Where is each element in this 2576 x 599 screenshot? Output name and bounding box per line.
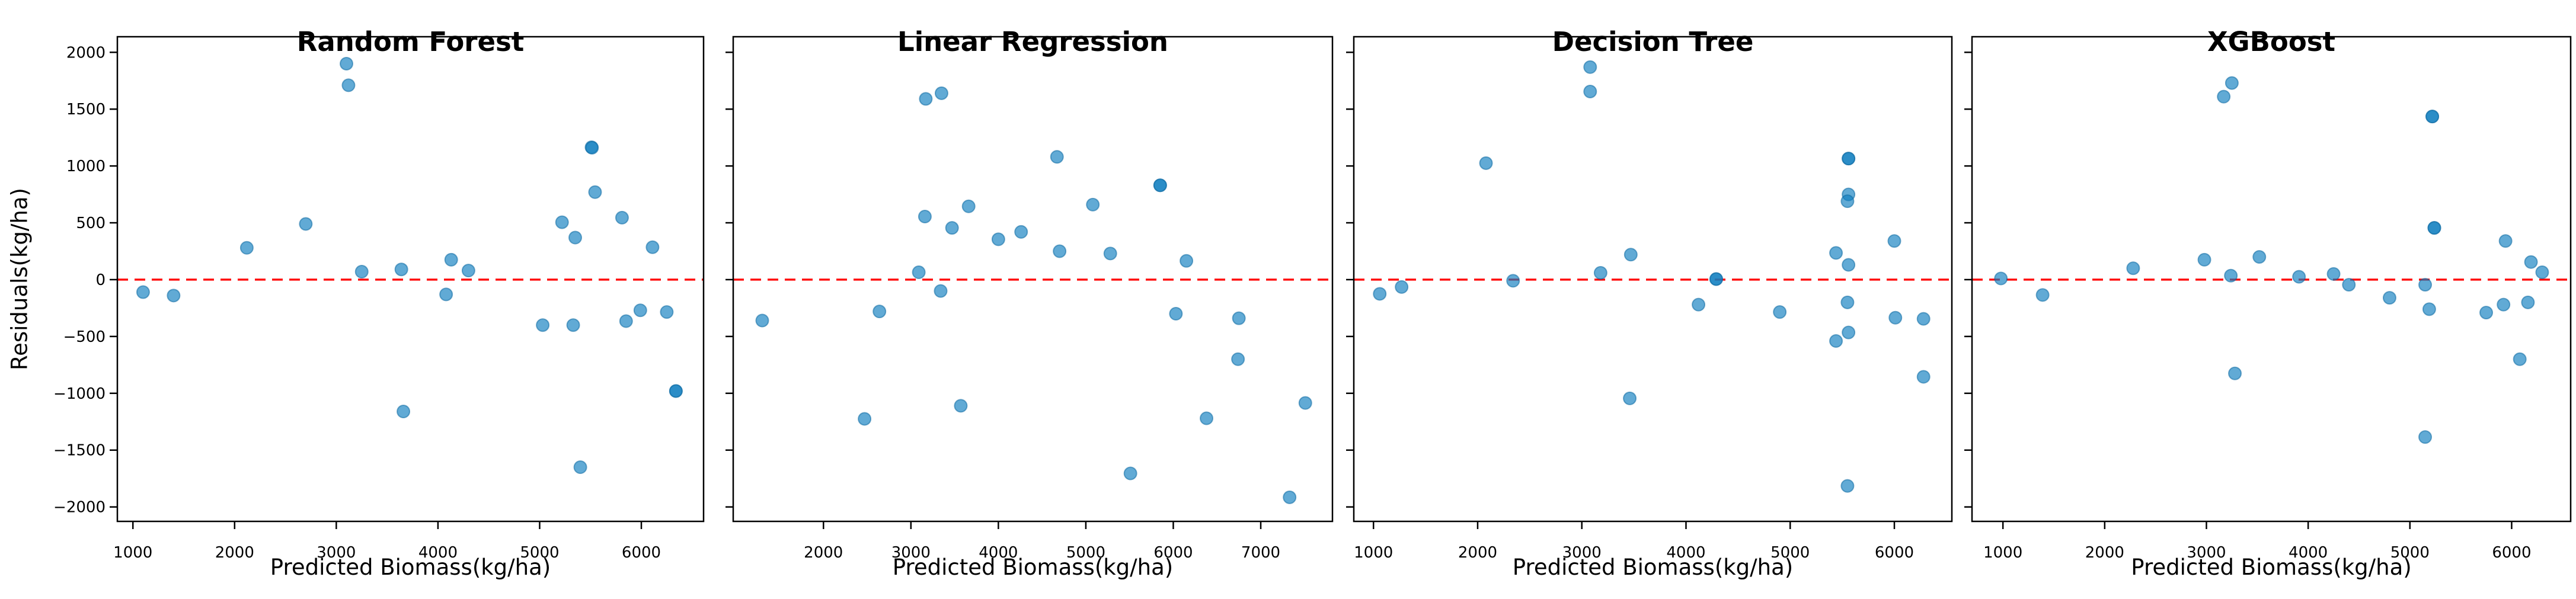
panel-random-forest: Random Forest 1000 2000 3000 4000 5000 6000 −2…: [53, 0, 705, 599]
svg-text:7000: 7000: [1241, 544, 1280, 562]
svg-text:2000: 2000: [1458, 544, 1497, 562]
svg-text:4000: 4000: [1666, 544, 1705, 562]
svg-text:6000: 6000: [622, 544, 661, 562]
svg-text:1000: 1000: [1354, 544, 1393, 562]
x-axis-label: Predicted Biomass(kg/ha): [2131, 555, 2412, 580]
svg-text:3000: 3000: [891, 544, 931, 562]
scatter-plot-random-forest: 1000 2000 3000 4000 5000 6000−2000−1500−1000−…: [53, 36, 705, 562]
panel-title-xgboost: XGBoost: [2207, 26, 2336, 58]
svg-text:5000: 5000: [520, 544, 559, 562]
svg-text:4000: 4000: [418, 544, 458, 562]
svg-text:6000: 6000: [1153, 544, 1193, 562]
svg-text:2000: 2000: [804, 544, 843, 562]
svg-text:2000: 2000: [215, 544, 254, 562]
svg-text:4000: 4000: [2289, 544, 2328, 562]
svg-text:1000: 1000: [113, 544, 152, 562]
svg-text:5000: 5000: [1066, 544, 1105, 562]
panel-title-decision-tree: Decision Tree: [1552, 26, 1754, 58]
svg-text:2000: 2000: [66, 44, 106, 62]
panel-decision-tree: Decision Tree 1000 2000 3000 4000 5000 6000 P…: [1346, 0, 1953, 599]
scatter-plot-xgboost: 1000 2000 3000 4000 5000 6000: [1964, 36, 2572, 562]
y-axis-label: Residuals(kg/ha): [7, 188, 33, 370]
svg-text:500: 500: [76, 214, 106, 232]
scatter-plot-decision-tree: 1000 2000 3000 4000 5000 6000: [1346, 36, 1953, 562]
svg-text:6000: 6000: [1875, 544, 1914, 562]
svg-text:1000: 1000: [66, 158, 106, 175]
svg-text:−1500: −1500: [53, 442, 106, 460]
panel-title-random-forest: Random Forest: [296, 26, 525, 58]
svg-text:0: 0: [95, 271, 106, 289]
svg-text:3000: 3000: [1562, 544, 1602, 562]
x-axis-label: Predicted Biomass(kg/ha): [270, 555, 551, 580]
svg-text:6000: 6000: [2492, 544, 2531, 562]
svg-text:5000: 5000: [2390, 544, 2430, 562]
x-axis-label: Predicted Biomass(kg/ha): [1512, 555, 1794, 580]
panel-xgboost: XGBoost 1000 2000 3000 4000 5000 6000 Predict…: [1964, 0, 2572, 599]
svg-text:−1000: −1000: [53, 385, 106, 403]
svg-text:5000: 5000: [1770, 544, 1810, 562]
scatter-plot-linear-regression: 2000 3000 4000 5000 6000 7000: [726, 36, 1334, 562]
svg-text:1000: 1000: [1983, 544, 2022, 562]
svg-text:1500: 1500: [66, 101, 106, 118]
svg-text:3000: 3000: [317, 544, 356, 562]
x-axis-label: Predicted Biomass(kg/ha): [892, 555, 1174, 580]
svg-text:2000: 2000: [2085, 544, 2124, 562]
svg-text:−500: −500: [63, 328, 106, 346]
svg-text:−2000: −2000: [53, 499, 106, 517]
panel-linear-regression: Linear Regression 2000 3000 4000 5000 6000 70…: [726, 0, 1334, 599]
svg-text:4000: 4000: [979, 544, 1018, 562]
panel-title-linear-regression: Linear Regression: [897, 26, 1168, 58]
svg-text:3000: 3000: [2187, 544, 2226, 562]
